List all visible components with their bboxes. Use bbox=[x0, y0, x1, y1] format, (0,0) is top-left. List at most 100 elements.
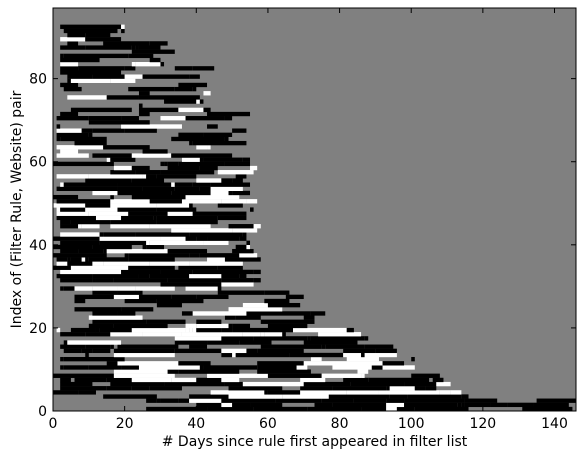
x-tick-label: 0 bbox=[49, 416, 58, 432]
heatmap-cell bbox=[128, 253, 190, 258]
heatmap-cell bbox=[70, 107, 132, 113]
heatmap-cell bbox=[149, 199, 182, 204]
heatmap-cell bbox=[60, 232, 100, 237]
heatmap-cell bbox=[60, 111, 79, 117]
heatmap-cell bbox=[60, 149, 79, 154]
heatmap-cell bbox=[131, 49, 175, 54]
heatmap-cell bbox=[60, 207, 86, 212]
heatmap-cell bbox=[142, 149, 168, 154]
heatmap-cell bbox=[375, 348, 397, 354]
heatmap-cell bbox=[203, 91, 211, 96]
heatmap-cell bbox=[264, 332, 283, 337]
heatmap-cell bbox=[174, 340, 208, 345]
heatmap-cell bbox=[138, 95, 200, 100]
heatmap-cell bbox=[167, 248, 208, 254]
heatmap-cell bbox=[85, 203, 111, 208]
heatmap-cell bbox=[253, 224, 261, 229]
heatmap-cell bbox=[121, 365, 139, 370]
heatmap-cell bbox=[74, 307, 122, 312]
heatmap-cell bbox=[174, 66, 193, 71]
heatmap-cell bbox=[224, 257, 261, 262]
heatmap-cell bbox=[153, 215, 157, 221]
heatmap-cell bbox=[386, 386, 390, 391]
heatmap-cell bbox=[149, 273, 190, 279]
heatmap-cell bbox=[60, 386, 107, 391]
heatmap-cell bbox=[56, 124, 61, 129]
heatmap-cell bbox=[174, 186, 200, 192]
heatmap-cell bbox=[67, 74, 93, 79]
heatmap-cell bbox=[81, 257, 86, 262]
heatmap-cell bbox=[335, 361, 383, 366]
heatmap-cell bbox=[174, 86, 193, 92]
heatmap-cell bbox=[432, 377, 444, 383]
heatmap-cell bbox=[189, 398, 222, 403]
heatmap-cell bbox=[74, 286, 93, 291]
heatmap-cell bbox=[103, 232, 136, 237]
heatmap-cell bbox=[128, 265, 175, 270]
heatmap-cell bbox=[174, 348, 222, 354]
heatmap-cell bbox=[149, 57, 161, 63]
heatmap-cell bbox=[103, 248, 107, 254]
heatmap-cell bbox=[221, 336, 254, 341]
heatmap-cell bbox=[389, 394, 408, 399]
heatmap-cell bbox=[232, 323, 251, 329]
heatmap-cell bbox=[146, 398, 157, 403]
heatmap-cell bbox=[253, 336, 308, 341]
x-tick-label: 120 bbox=[469, 416, 496, 432]
heatmap-cell bbox=[85, 257, 89, 262]
heatmap-cell bbox=[264, 298, 290, 304]
heatmap-cell bbox=[53, 390, 79, 395]
heatmap-cell bbox=[217, 265, 243, 270]
heatmap-cell bbox=[106, 377, 132, 383]
heatmap-cell bbox=[171, 377, 197, 383]
heatmap-cell bbox=[146, 240, 150, 246]
heatmap-cell bbox=[250, 207, 254, 212]
heatmap-cell bbox=[142, 174, 147, 179]
heatmap-cell bbox=[221, 282, 254, 287]
heatmap-cell bbox=[192, 327, 197, 333]
heatmap-cell bbox=[113, 323, 168, 329]
heatmap-cell bbox=[60, 356, 64, 362]
heatmap-cell bbox=[282, 332, 286, 337]
heatmap-cell bbox=[56, 186, 118, 192]
heatmap-cell bbox=[95, 215, 122, 221]
heatmap-cell bbox=[196, 323, 229, 329]
heatmap-cell bbox=[85, 178, 132, 183]
heatmap-cell bbox=[60, 24, 122, 29]
heatmap-cell bbox=[124, 66, 136, 71]
heatmap-cell bbox=[121, 307, 154, 312]
heatmap-cell bbox=[135, 62, 161, 67]
heatmap-cell bbox=[156, 298, 204, 304]
heatmap-cell bbox=[81, 348, 93, 354]
heatmap-cell bbox=[60, 381, 93, 387]
heatmap-cell bbox=[113, 348, 175, 354]
heatmap-cell bbox=[99, 232, 104, 237]
heatmap-cell bbox=[210, 190, 229, 196]
heatmap-cell bbox=[300, 386, 333, 391]
heatmap-cell bbox=[439, 390, 451, 395]
heatmap-cell bbox=[63, 53, 75, 59]
heatmap-cell bbox=[464, 398, 498, 403]
heatmap-cell bbox=[95, 327, 100, 333]
heatmap-cell bbox=[131, 178, 165, 183]
heatmap-cell bbox=[164, 99, 197, 104]
heatmap-cell bbox=[70, 257, 82, 262]
heatmap-cell bbox=[138, 273, 150, 279]
heatmap-cell bbox=[350, 381, 405, 387]
heatmap-cell bbox=[303, 340, 358, 345]
heatmap-cell bbox=[414, 386, 426, 391]
heatmap-cell bbox=[60, 45, 86, 50]
heatmap-cell bbox=[196, 377, 222, 383]
heatmap-cell bbox=[221, 377, 240, 383]
heatmap-cell bbox=[156, 398, 161, 403]
heatmap-cell bbox=[507, 402, 534, 408]
heatmap-cell bbox=[246, 311, 294, 316]
heatmap-cell bbox=[228, 386, 283, 391]
heatmap-cell bbox=[310, 356, 322, 362]
heatmap-cell bbox=[67, 261, 93, 266]
heatmap-cell bbox=[138, 111, 150, 117]
heatmap-cell bbox=[199, 99, 204, 104]
heatmap-cell bbox=[110, 381, 165, 387]
heatmap-cell bbox=[67, 41, 79, 46]
